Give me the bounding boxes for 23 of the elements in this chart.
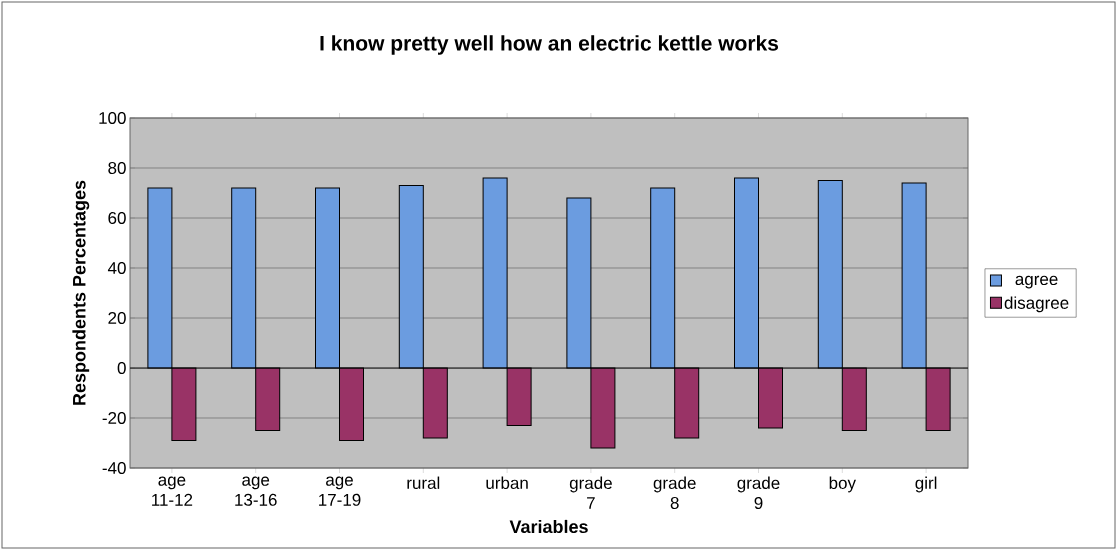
x-tick-label: grade 9 xyxy=(737,476,780,510)
y-tick-label: 80 xyxy=(108,161,126,175)
y-tick-label: -40 xyxy=(102,461,126,475)
y-tick-label: 20 xyxy=(108,311,126,325)
x-tick-label: boy xyxy=(829,476,856,493)
legend-label: disagree xyxy=(1004,296,1069,313)
x-tick-label: girl xyxy=(915,476,937,493)
y-axis-title: Respondents Percentages xyxy=(72,180,90,405)
y-tick-label: -20 xyxy=(102,411,126,425)
x-tick-label: grade 8 xyxy=(653,476,696,510)
x-tick-label: age 11-12 xyxy=(152,476,193,506)
x-axis-title: Variables xyxy=(509,519,588,534)
y-tick-label: 0 xyxy=(117,361,126,375)
x-tick-label: rural xyxy=(407,476,440,490)
chart-title: I know pretty well how an electric kettle works xyxy=(320,35,779,55)
x-tick-label: urban xyxy=(486,476,528,490)
y-tick-label: 60 xyxy=(108,211,126,225)
legend-label: agree xyxy=(1015,275,1058,289)
x-tick-label: grade 7 xyxy=(569,476,612,509)
y-tick-label: 100 xyxy=(99,111,126,125)
y-tick-label: 40 xyxy=(107,261,126,275)
x-tick-label: age 13-16 xyxy=(235,476,277,506)
x-tick-label: age 17-19 xyxy=(319,476,361,506)
